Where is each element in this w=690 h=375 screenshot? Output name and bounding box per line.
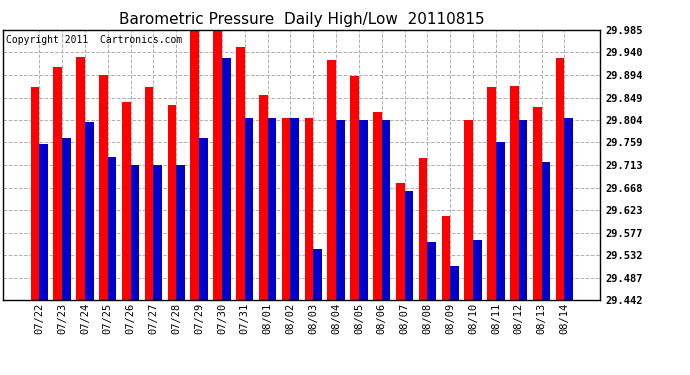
Bar (428, 242, 436, 300)
Bar (304, 118, 313, 300)
Bar (542, 162, 551, 300)
Bar (199, 138, 208, 300)
Bar (85, 122, 94, 300)
Bar (290, 118, 299, 300)
Bar (510, 86, 519, 300)
Bar (336, 120, 345, 300)
Bar (519, 120, 527, 300)
Bar (53, 67, 62, 300)
Bar (108, 157, 117, 300)
Bar (564, 118, 573, 300)
Bar (39, 144, 48, 300)
Bar (122, 102, 130, 300)
Bar (373, 112, 382, 300)
Bar (328, 60, 336, 300)
Bar (473, 240, 482, 300)
Bar (382, 120, 391, 300)
Bar (62, 138, 71, 300)
Bar (245, 118, 253, 300)
Bar (99, 75, 108, 300)
Bar (464, 120, 473, 300)
Bar (351, 76, 359, 300)
Bar (268, 118, 276, 300)
Bar (533, 107, 542, 300)
Bar (168, 105, 176, 300)
Title: Barometric Pressure  Daily High/Low  20110815: Barometric Pressure Daily High/Low 20110… (119, 12, 484, 27)
Bar (190, 30, 199, 300)
Bar (451, 266, 459, 300)
Bar (442, 216, 451, 300)
Bar (396, 183, 404, 300)
Bar (30, 87, 39, 300)
Bar (153, 165, 162, 300)
Bar (213, 30, 222, 300)
Bar (487, 87, 496, 300)
Bar (282, 118, 290, 300)
Bar (419, 158, 428, 300)
Bar (130, 165, 139, 300)
Bar (359, 120, 368, 300)
Bar (556, 58, 564, 300)
Bar (259, 94, 268, 300)
Bar (496, 142, 504, 300)
Bar (236, 47, 245, 300)
Bar (176, 165, 185, 300)
Bar (145, 87, 153, 300)
Bar (404, 191, 413, 300)
Text: Copyright 2011  Cartronics.com: Copyright 2011 Cartronics.com (6, 35, 183, 45)
Bar (313, 249, 322, 300)
Bar (77, 57, 85, 300)
Bar (222, 58, 230, 300)
